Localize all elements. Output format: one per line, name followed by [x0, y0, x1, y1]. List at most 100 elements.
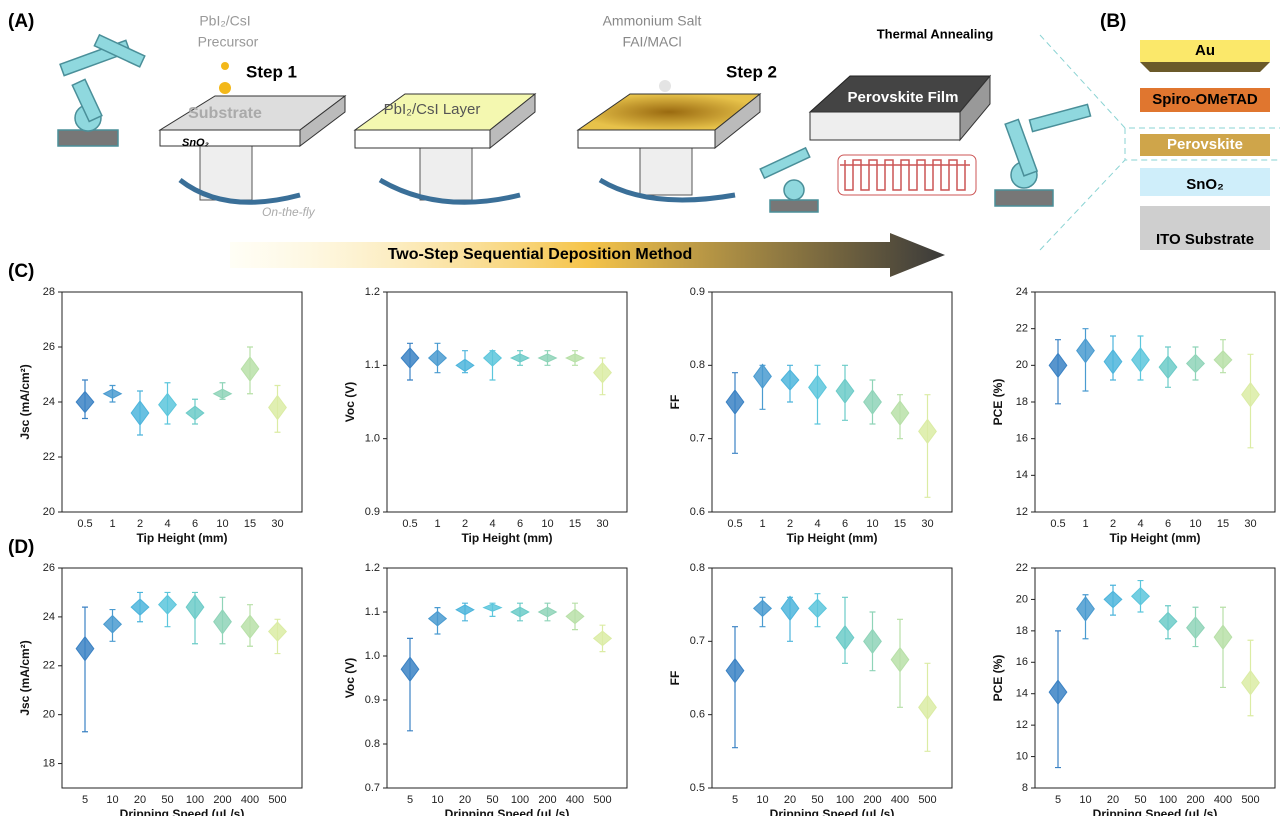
mean-diamond — [891, 648, 909, 672]
y-tick-label: 10 — [1016, 750, 1028, 762]
plot-frame — [387, 292, 627, 512]
y-axis-label: FF — [668, 671, 682, 686]
y-axis-label: Jsc (mA/cm²) — [18, 640, 32, 715]
y-tick-label: 20 — [1016, 593, 1028, 605]
x-tick-label: 500 — [268, 794, 286, 806]
mean-diamond — [1242, 671, 1260, 695]
x-tick-label: 400 — [891, 794, 909, 806]
mean-diamond — [754, 364, 772, 388]
x-tick-label: 5 — [82, 794, 88, 806]
y-tick-label: 24 — [1016, 286, 1028, 298]
x-tick-label: 1 — [759, 518, 765, 530]
mean-diamond — [186, 595, 204, 619]
layer — [1140, 62, 1270, 72]
x-tick-label: 10 — [1189, 518, 1201, 530]
mean-diamond — [186, 406, 204, 420]
plot-frame — [712, 568, 952, 788]
x-tick-label: 50 — [161, 794, 173, 806]
mean-diamond — [1049, 680, 1067, 704]
x-tick-label: 10 — [866, 518, 878, 530]
mean-diamond — [1104, 350, 1122, 374]
substrate-stack — [578, 80, 760, 200]
x-tick-label: 0.5 — [727, 518, 742, 530]
label: Perovskite Film — [848, 89, 959, 106]
y-tick-label: 18 — [1016, 625, 1028, 637]
mean-diamond — [594, 363, 612, 383]
x-tick-label: 2 — [1110, 518, 1116, 530]
x-tick-label: 400 — [1214, 794, 1232, 806]
mean-diamond — [104, 615, 122, 632]
label: Step 2 — [726, 62, 777, 81]
x-tick-label: 5 — [1055, 794, 1061, 806]
y-tick-label: 14 — [1016, 688, 1028, 700]
x-tick-label: 15 — [244, 518, 256, 530]
x-tick-label: 20 — [1107, 794, 1119, 806]
plot-frame — [712, 292, 952, 512]
x-tick-label: 500 — [1241, 794, 1259, 806]
mean-diamond — [1077, 339, 1095, 363]
y-axis-label: Jsc (mA/cm²) — [18, 364, 32, 439]
whisker — [407, 638, 413, 730]
mean-diamond — [159, 393, 177, 416]
y-tick-label: 16 — [1016, 433, 1028, 445]
y-tick-label: 0.6 — [690, 709, 705, 721]
plot-frame — [1035, 292, 1275, 512]
mean-diamond — [1187, 354, 1205, 372]
mean-diamond — [429, 350, 447, 366]
x-tick-label: 100 — [511, 794, 529, 806]
mean-diamond — [781, 596, 799, 620]
mean-diamond — [566, 609, 584, 624]
x-tick-label: 2 — [462, 518, 468, 530]
x-tick-label: 15 — [1217, 518, 1229, 530]
mean-diamond — [726, 390, 744, 414]
y-tick-label: 16 — [1016, 656, 1028, 668]
x-tick-label: 1 — [1082, 518, 1088, 530]
x-tick-label: 0.5 — [77, 518, 92, 530]
mean-diamond — [131, 599, 149, 615]
label: SnO₂ — [182, 137, 209, 149]
label: Au — [1195, 42, 1215, 59]
label: Two-Step Sequential Deposition Method — [388, 246, 693, 263]
x-tick-label: 10 — [756, 794, 768, 806]
x-tick-label: 10 — [216, 518, 228, 530]
y-tick-label: 18 — [1016, 396, 1028, 408]
x-axis-label: Dripping Speed (μL/s) — [445, 807, 570, 816]
y-tick-label: 1.2 — [365, 562, 380, 574]
y-tick-label: 0.9 — [365, 694, 380, 706]
x-tick-label: 0.5 — [1050, 518, 1065, 530]
x-axis-label: Dripping Speed (μL/s) — [770, 807, 895, 816]
mean-diamond — [1132, 588, 1150, 605]
x-tick-label: 2 — [787, 518, 793, 530]
x-tick-label: 20 — [784, 794, 796, 806]
mean-diamond — [131, 401, 149, 425]
x-tick-label: 100 — [1159, 794, 1177, 806]
y-tick-label: 0.5 — [690, 782, 705, 794]
x-tick-label: 10 — [541, 518, 553, 530]
mean-diamond — [511, 607, 529, 617]
x-tick-label: 20 — [459, 794, 471, 806]
mean-diamond — [484, 350, 502, 366]
mean-diamond — [241, 357, 259, 381]
mean-diamond — [809, 599, 827, 617]
plot-frame — [62, 568, 302, 788]
x-axis-label: Dripping Speed (μL/s) — [120, 807, 245, 816]
x-tick-label: 0.5 — [402, 518, 417, 530]
x-tick-label: 400 — [566, 794, 584, 806]
plot-frame — [1035, 568, 1275, 788]
y-tick-label: 1.1 — [365, 359, 380, 371]
mean-diamond — [1159, 356, 1177, 378]
label: Ammonium Salt — [603, 13, 702, 29]
plot-frame — [387, 568, 627, 788]
y-tick-label: 22 — [43, 451, 55, 463]
mean-diamond — [214, 389, 232, 398]
mean-diamond — [1242, 383, 1260, 407]
mean-diamond — [511, 354, 529, 362]
robot-arm — [760, 148, 818, 212]
mean-diamond — [269, 622, 287, 641]
mean-diamond — [1187, 617, 1205, 639]
x-tick-label: 6 — [192, 518, 198, 530]
x-tick-label: 100 — [186, 794, 204, 806]
panel-label: (D) — [8, 537, 34, 558]
panel-label: (B) — [1100, 11, 1126, 32]
figure: (A) (B) (C) (D) PbI₂/CsI Precursor Step … — [0, 0, 1285, 816]
